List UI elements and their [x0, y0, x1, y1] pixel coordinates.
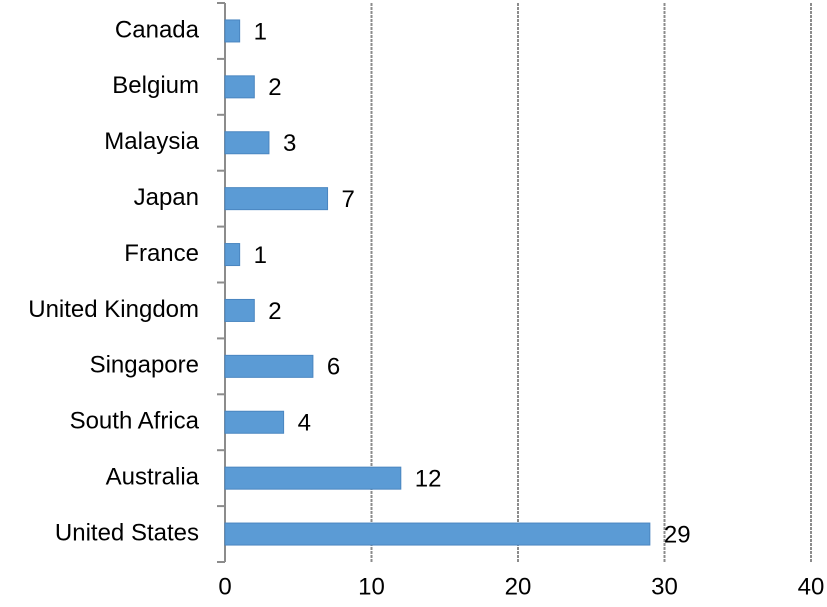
- y-tick-label: Japan: [134, 184, 199, 211]
- value-label: 29: [664, 521, 691, 548]
- value-label: 7: [342, 186, 355, 213]
- bar: [224, 187, 329, 211]
- bar: [224, 131, 270, 155]
- bar: [224, 75, 255, 99]
- y-tick-label: Singapore: [90, 352, 199, 379]
- x-tick-label: 20: [505, 573, 532, 600]
- value-label: 1: [254, 242, 267, 269]
- value-label: 2: [268, 74, 281, 101]
- bar: [224, 19, 241, 43]
- value-label: 3: [283, 130, 296, 157]
- y-tick-label: United States: [55, 519, 199, 546]
- y-tick-label: Belgium: [112, 72, 199, 99]
- y-tick-label: France: [124, 240, 199, 267]
- bar: [224, 243, 241, 267]
- value-label: 1: [254, 18, 267, 45]
- value-label: 6: [327, 354, 340, 381]
- value-label: 2: [268, 298, 281, 325]
- bar: [224, 298, 255, 322]
- bar: [224, 522, 651, 546]
- y-tick-label: Malaysia: [104, 128, 199, 155]
- value-label: 4: [298, 410, 311, 437]
- x-tick-label: 10: [358, 573, 385, 600]
- y-tick-label: South Africa: [70, 408, 200, 435]
- x-tick-label: 30: [651, 573, 678, 600]
- bar: [224, 354, 314, 378]
- value-label: 12: [415, 465, 442, 492]
- bar: [224, 466, 402, 490]
- y-tick-label: Australia: [106, 463, 200, 490]
- y-tick-label: Canada: [115, 16, 200, 43]
- x-tick-label: 0: [218, 573, 231, 600]
- y-tick-label: United Kingdom: [28, 296, 199, 323]
- bar: [224, 410, 285, 434]
- x-tick-label: 40: [798, 573, 825, 600]
